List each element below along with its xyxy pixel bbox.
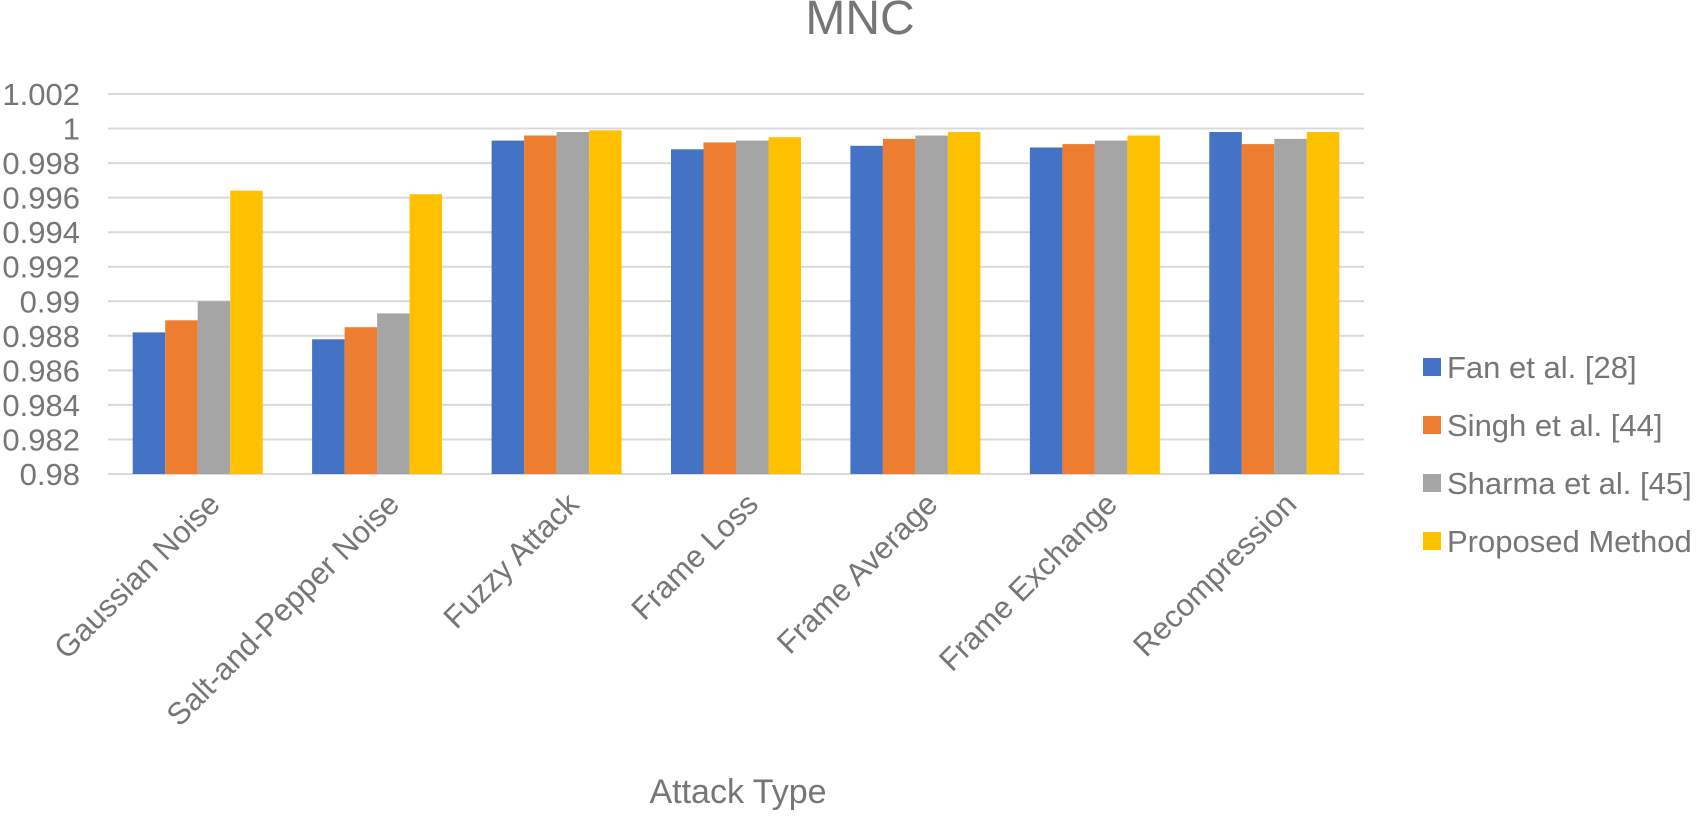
bar-sharma-et-al-45-6 — [1094, 140, 1128, 474]
y-tick-label: 0.99 — [20, 284, 80, 319]
legend-label: Fan et al. [28] — [1447, 350, 1637, 385]
bar-singh-et-al-44-2 — [344, 327, 378, 474]
bar-fan-et-al-28-4 — [671, 149, 704, 475]
y-tick-label: 0.994 — [2, 215, 80, 250]
bar-proposed-method-5 — [947, 132, 981, 474]
y-tick-label: 0.988 — [2, 319, 80, 354]
legend: Fan et al. [28] Singh et al. [44] Sharma e… — [1423, 350, 1692, 559]
chart-title: MNC — [805, 0, 914, 45]
bar-singh-et-al-44-6 — [1062, 144, 1095, 474]
x-tick-label: Frame Loss — [624, 486, 764, 626]
y-axis-tick-labels: 0.980.9820.9840.9860.9880.990.9920.9940.… — [2, 77, 80, 492]
y-tick-label: 1.002 — [2, 77, 80, 112]
legend-label: Singh et al. [44] — [1447, 408, 1662, 443]
bar-fan-et-al-28-5 — [850, 145, 883, 475]
x-tick-label: Fuzzy Attack — [437, 486, 586, 635]
x-axis-label: Attack Type — [649, 773, 826, 811]
bar-sharma-et-al-45-5 — [915, 135, 948, 474]
x-tick-label: Frame Average — [770, 486, 944, 660]
bars — [132, 130, 1340, 475]
bar-proposed-method-7 — [1306, 132, 1340, 474]
legend-swatch — [1423, 358, 1441, 376]
y-tick-label: 0.984 — [2, 388, 80, 423]
y-tick-label: 0.98 — [20, 457, 80, 492]
bar-sharma-et-al-45-7 — [1274, 138, 1307, 474]
bar-sharma-et-al-45-2 — [377, 313, 410, 474]
bar-singh-et-al-44-3 — [524, 135, 557, 474]
x-tick-label: Gaussian Noise — [47, 486, 226, 665]
bar-singh-et-al-44-1 — [165, 320, 198, 474]
y-tick-label: 1 — [63, 112, 80, 147]
x-tick-label: Recompression — [1126, 486, 1303, 663]
y-tick-label: 0.998 — [2, 146, 80, 181]
bar-proposed-method-4 — [768, 137, 801, 474]
bar-sharma-et-al-45-1 — [197, 301, 231, 474]
bar-proposed-method-1 — [230, 190, 263, 474]
bar-proposed-method-3 — [589, 130, 622, 475]
bar-singh-et-al-44-4 — [703, 142, 736, 474]
bar-fan-et-al-28-6 — [1029, 147, 1063, 474]
y-tick-label: 0.986 — [2, 353, 80, 388]
bar-sharma-et-al-45-3 — [556, 132, 590, 474]
bar-singh-et-al-44-5 — [882, 138, 916, 474]
legend-label: Sharma et al. [45] — [1447, 466, 1692, 501]
y-tick-label: 0.982 — [2, 423, 80, 458]
bar-fan-et-al-28-2 — [312, 339, 345, 474]
bar-singh-et-al-44-7 — [1241, 144, 1275, 474]
legend-swatch — [1423, 474, 1441, 492]
y-tick-label: 0.996 — [2, 181, 80, 216]
legend-swatch — [1423, 532, 1441, 550]
bar-fan-et-al-28-3 — [491, 140, 525, 474]
bar-sharma-et-al-45-4 — [736, 140, 769, 474]
bar-proposed-method-6 — [1127, 135, 1160, 474]
y-tick-label: 0.992 — [2, 250, 80, 285]
x-tick-label: Frame Exchange — [932, 486, 1124, 678]
bar-fan-et-al-28-7 — [1209, 132, 1242, 474]
legend-label: Proposed Method — [1447, 524, 1692, 559]
bar-fan-et-al-28-1 — [132, 332, 166, 474]
bar-proposed-method-2 — [409, 194, 443, 474]
legend-swatch — [1423, 416, 1441, 434]
